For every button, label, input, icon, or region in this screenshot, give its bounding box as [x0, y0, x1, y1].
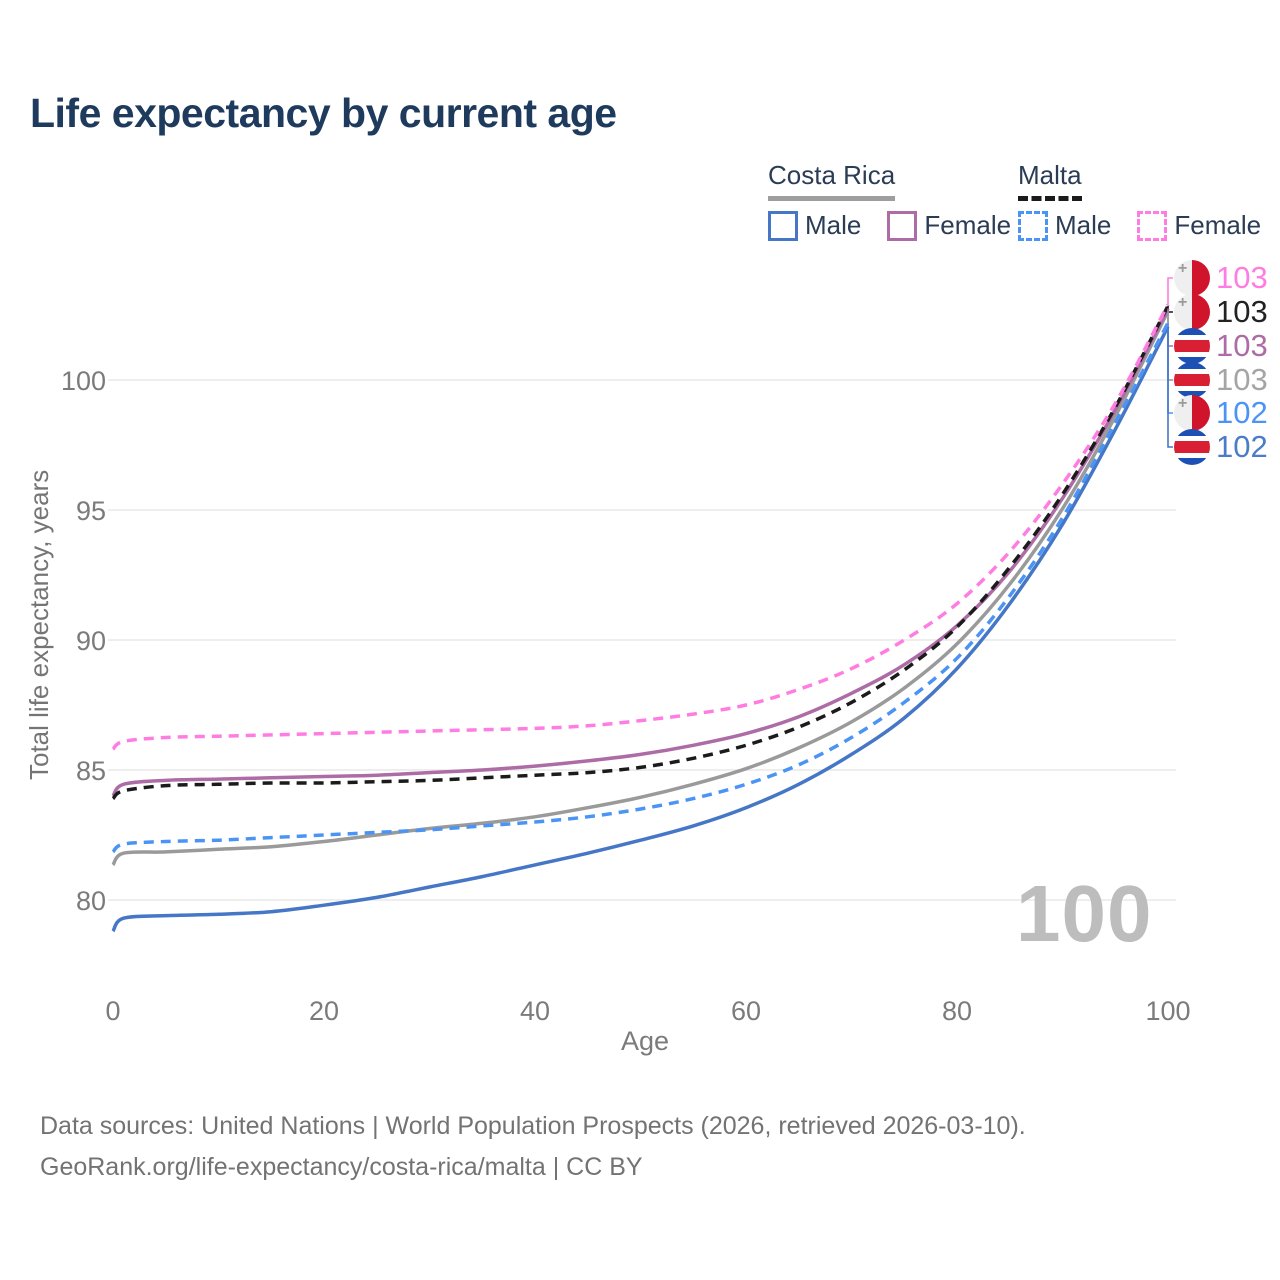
- legend-item-malta-female[interactable]: Female: [1137, 210, 1261, 241]
- end-label-connector: [1167, 308, 1173, 347]
- series-line-malta-female: [111, 303, 1170, 751]
- x-tick-0: 0: [105, 996, 121, 1026]
- x-tick-80: 80: [941, 996, 973, 1026]
- georank-attribution-link[interactable]: GeoRank.org/life-expectancy/costa-rica/m…: [40, 1153, 643, 1181]
- x-tick-20: 20: [308, 996, 340, 1026]
- y-tick-90: 90: [75, 626, 106, 656]
- x-tick-100: 100: [1145, 996, 1191, 1026]
- end-value: 102: [1216, 429, 1268, 464]
- legend-item-malta-male[interactable]: Male: [1018, 210, 1111, 241]
- end-label-malta-male: 102: [1174, 395, 1268, 431]
- end-value: 102: [1216, 395, 1268, 430]
- y-tick-80: 80: [75, 886, 106, 916]
- x-tick-60: 60: [730, 996, 762, 1026]
- legend-header-malta[interactable]: Malta: [1018, 160, 1082, 201]
- data-sources-text: Data sources: United Nations | World Pop…: [40, 1112, 1026, 1140]
- legend-header-costa-rica[interactable]: Costa Rica: [768, 160, 896, 201]
- legend-group-costa-rica: Costa Rica Male Female: [768, 160, 1011, 241]
- series-line-costa-rica-both-sexes: [111, 310, 1170, 867]
- end-value: 103: [1216, 260, 1268, 295]
- end-label-costa-rica-both: 103: [1174, 362, 1268, 398]
- costa-rica-flag-icon: [1174, 328, 1210, 364]
- costa-rica-flag-icon: [1174, 429, 1210, 465]
- legend-label: Female: [1174, 210, 1262, 240]
- legend-group-malta: Malta Male Female: [1018, 160, 1261, 241]
- malta-flag-icon: [1174, 294, 1210, 330]
- legend-label: Female: [924, 210, 1012, 240]
- y-tick-100: 100: [60, 366, 106, 396]
- legend-label: Male: [805, 210, 862, 240]
- legend-item-costa-rica-male[interactable]: Male: [768, 210, 861, 241]
- costa-rica-female-swatch-icon: [887, 210, 918, 241]
- series-line-costa-rica-female: [111, 307, 1170, 798]
- malta-female-swatch-icon: [1137, 210, 1168, 241]
- malta-flag-icon: [1174, 395, 1210, 431]
- end-label-connector: [1167, 322, 1173, 414]
- costa-rica-flag-icon: [1174, 362, 1210, 398]
- end-label-connector: [1167, 326, 1173, 448]
- malta-male-swatch-icon: [1018, 210, 1048, 241]
- end-label-connector: [1167, 311, 1173, 381]
- legend-label: Male: [1055, 210, 1112, 240]
- series-line-malta-both-sexes: [111, 305, 1170, 801]
- malta-flag-icon: [1174, 260, 1210, 296]
- end-label-malta-both: 103: [1174, 294, 1268, 330]
- x-axis-title: Age: [620, 1026, 670, 1056]
- y-tick-95: 95: [75, 496, 106, 526]
- series-line-costa-rica-male: [111, 325, 1170, 933]
- end-label-connector: [1167, 305, 1173, 313]
- y-tick-85: 85: [75, 756, 106, 786]
- age-counter-watermark: 100: [1016, 869, 1153, 958]
- end-value: 103: [1216, 294, 1268, 329]
- page-title: Life expectancy by current age: [30, 90, 617, 136]
- series-line-malta-male: [111, 321, 1170, 854]
- end-value: 103: [1216, 328, 1268, 363]
- costa-rica-male-swatch-icon: [768, 210, 798, 241]
- end-label-malta-female: 103: [1174, 260, 1268, 296]
- end-label-costa-rica-male: 102: [1174, 429, 1268, 465]
- footer: Data sources: United Nations | World Pop…: [40, 1106, 1026, 1188]
- end-label-costa-rica-female: 103: [1174, 328, 1268, 364]
- end-label-connector: [1167, 277, 1173, 305]
- end-value: 103: [1216, 362, 1268, 397]
- x-tick-40: 40: [519, 996, 551, 1026]
- legend-item-costa-rica-female[interactable]: Female: [887, 210, 1011, 241]
